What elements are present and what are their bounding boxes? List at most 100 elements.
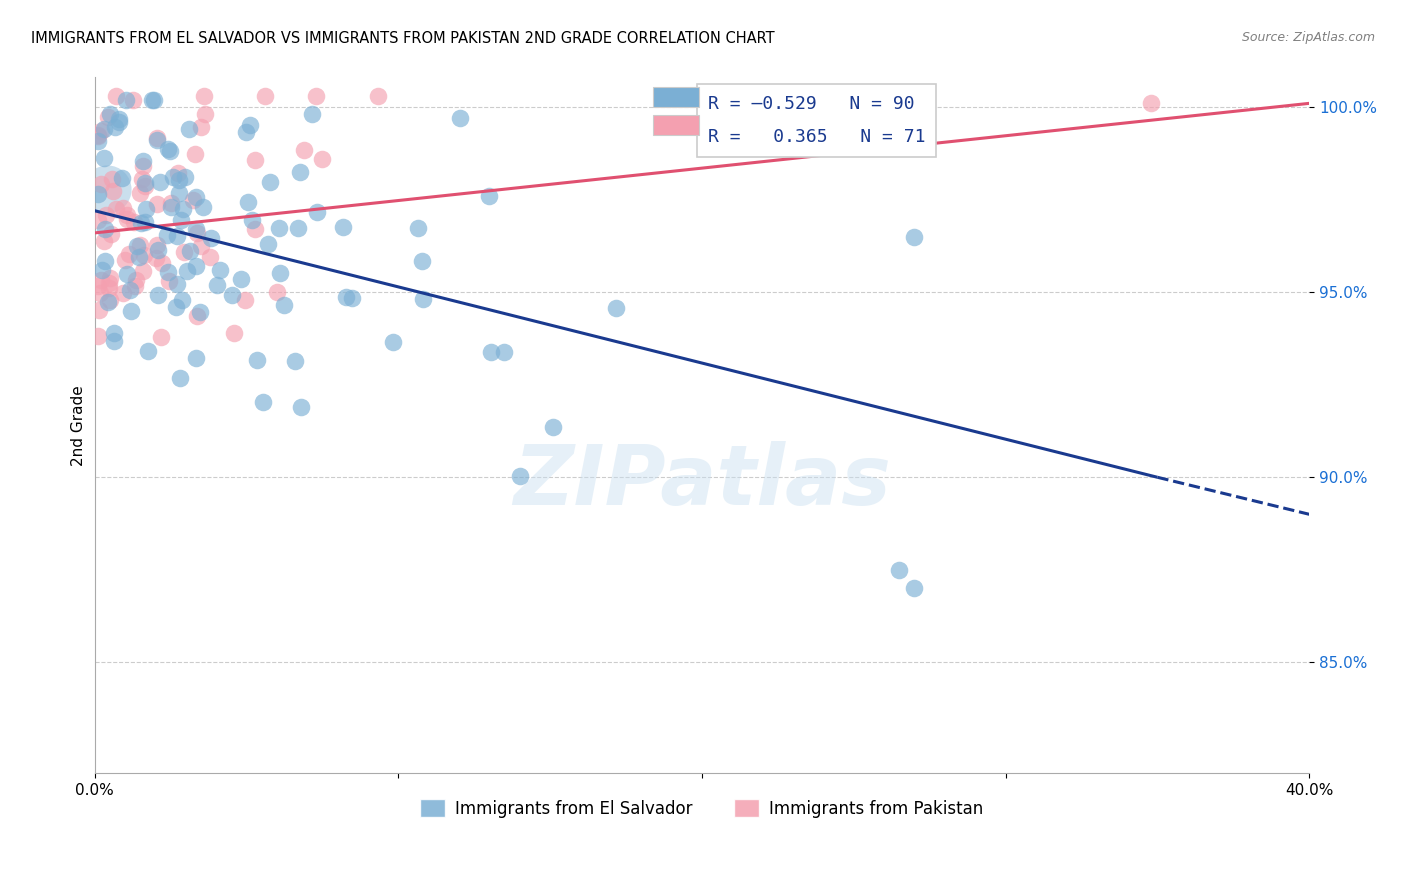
Point [115, 208, 138, 222]
Point [307, 205, 329, 219]
Point [167, 173, 190, 187]
Point [98, 107, 121, 121]
Point [290, 165, 312, 179]
Point [98, 277, 121, 291]
Point [132, 154, 155, 169]
Point [179, 244, 201, 258]
Point [200, 250, 222, 264]
Point [156, 142, 179, 156]
Point [335, 290, 357, 304]
Point [252, 395, 274, 409]
Point [150, 329, 173, 343]
Point [103, 326, 125, 340]
Point [259, 175, 281, 189]
Point [169, 371, 191, 385]
FancyBboxPatch shape [654, 87, 699, 107]
Point [190, 120, 212, 134]
Point [94, 208, 117, 222]
Point [176, 264, 198, 278]
Point [146, 133, 169, 147]
Point [93, 234, 115, 248]
Point [115, 211, 138, 226]
Point [246, 353, 269, 368]
Point [149, 176, 172, 190]
Point [184, 351, 207, 365]
Point [240, 212, 263, 227]
Point [166, 228, 188, 243]
Point [494, 345, 516, 359]
Point [97, 294, 120, 309]
Point [342, 291, 364, 305]
Point [167, 186, 190, 200]
Point [243, 153, 266, 167]
Point [121, 93, 143, 107]
Point [174, 169, 197, 184]
Point [98, 281, 121, 295]
Point [112, 286, 135, 301]
Text: IMMIGRANTS FROM EL SALVADOR VS IMMIGRANTS FROM PAKISTAN 2ND GRADE CORRELATION CH: IMMIGRANTS FROM EL SALVADOR VS IMMIGRANT… [31, 31, 775, 46]
Point [129, 216, 152, 230]
Point [89, 302, 111, 317]
Point [86, 129, 108, 144]
Point [159, 200, 181, 214]
Point [184, 259, 207, 273]
Point [94, 254, 117, 268]
Point [266, 285, 288, 300]
Point [132, 264, 155, 278]
Point [143, 93, 166, 107]
Point [208, 263, 231, 277]
Point [94, 222, 117, 236]
Point [903, 582, 925, 596]
Point [90, 124, 112, 138]
Point [146, 288, 169, 302]
Point [101, 171, 124, 186]
Point [287, 221, 309, 235]
Point [194, 107, 217, 121]
Point [269, 266, 291, 280]
Point [128, 238, 150, 252]
Point [605, 301, 627, 315]
Point [301, 107, 323, 121]
Point [112, 202, 135, 216]
Point [86, 278, 108, 293]
Point [509, 469, 531, 483]
Point [93, 122, 115, 136]
Point [186, 310, 208, 324]
Point [86, 187, 108, 202]
Point [148, 243, 170, 257]
Point [167, 166, 190, 180]
Point [165, 300, 187, 314]
Text: ZIPatlas: ZIPatlas [513, 441, 891, 522]
Point [128, 186, 150, 200]
Point [236, 194, 259, 209]
Point [132, 248, 155, 262]
Point [96, 181, 118, 195]
Point [93, 151, 115, 165]
Point [108, 115, 131, 129]
Point [166, 277, 188, 292]
Point [111, 170, 134, 185]
Point [118, 247, 141, 261]
Point [222, 326, 245, 341]
Point [134, 176, 156, 190]
Point [157, 274, 180, 288]
Point [162, 170, 184, 185]
Point [115, 93, 138, 107]
Point [184, 189, 207, 203]
Point [221, 288, 243, 302]
Point [235, 125, 257, 139]
FancyBboxPatch shape [654, 115, 699, 135]
Point [131, 172, 153, 186]
Point [86, 213, 108, 227]
Point [146, 196, 169, 211]
Point [170, 212, 193, 227]
Point [117, 267, 139, 281]
Point [903, 229, 925, 244]
Point [181, 193, 204, 207]
Point [170, 293, 193, 307]
Point [156, 264, 179, 278]
Point [91, 263, 114, 277]
Point [134, 178, 156, 193]
Point [1140, 96, 1163, 111]
Point [124, 278, 146, 293]
